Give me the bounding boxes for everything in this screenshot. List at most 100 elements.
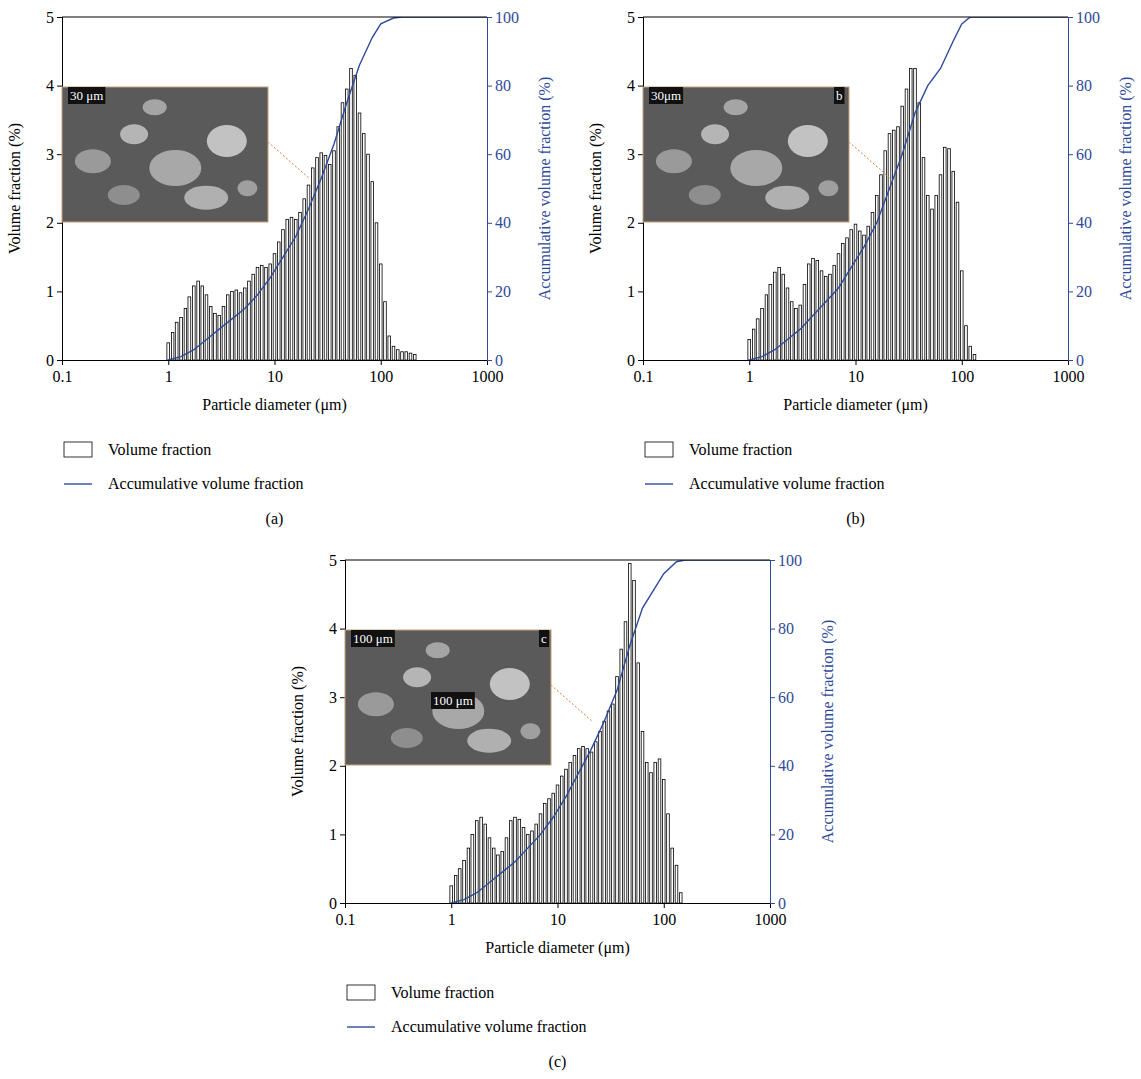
bar [637,663,640,903]
y2-axis-tick: 40 [1068,214,1092,231]
bar [231,291,234,360]
tick-label: 20 [778,826,794,843]
bar [628,563,631,903]
tick-label: 3 [627,146,635,163]
legend-label: Volume fraction [108,441,211,458]
plot-area [450,560,770,903]
inset-label: 30μm [651,88,681,103]
y2-axis-tick: 20 [1068,283,1092,300]
tick-label: 1 [46,283,54,300]
tick-mark [487,360,492,361]
bar [752,329,754,360]
bar [235,290,238,360]
bar [522,828,525,903]
bar [841,243,844,360]
x-axis-line [63,361,488,366]
inset-label-patch [68,87,105,104]
frame-top [62,17,487,18]
tick-mark [638,360,643,361]
tick-mark [1068,154,1073,155]
x-axis-title: Particle diameter (μm) [202,396,347,414]
bar [671,848,674,903]
y2-axis-tick: 0 [1068,352,1084,369]
x-axis-tick: 100 [369,360,393,385]
y2-axis-tick: 80 [1068,77,1092,94]
y-axis-tick: 2 [329,757,345,774]
tick-mark [749,360,750,365]
bar [454,876,456,903]
bar [603,721,606,903]
bar [556,785,559,903]
tick-mark [57,154,62,155]
tick-mark [638,291,643,292]
tick-label: 10 [550,911,566,928]
bar [401,352,404,360]
bar [405,352,408,360]
inset-particle [403,667,431,687]
bar [594,742,597,903]
tick-mark [1068,291,1073,292]
bar [345,89,348,360]
y2-axis-tick: 80 [487,77,511,94]
inset-particle [730,150,782,186]
bar [320,153,323,360]
y-axis-tick: 5 [329,552,345,569]
y-axis: 012345 [46,9,63,369]
tick-mark [168,360,169,365]
bar [782,274,785,360]
tick-mark [275,360,276,365]
tick-mark [856,360,857,365]
legend-swatch [645,442,673,457]
bar [458,869,461,903]
bar [501,852,504,903]
bar [973,355,976,360]
bar [939,175,942,360]
bar [337,127,340,360]
bar [167,343,170,360]
inset-particle [724,99,748,115]
x-axis-tick: 0.1 [53,360,73,385]
bar [362,134,365,360]
bar [509,821,512,903]
bar [180,317,183,360]
tick-label: 2 [627,214,635,231]
bar [620,649,623,903]
y-axis-title: Volume fraction (%) [289,666,307,797]
tick-label: 1000 [472,368,504,385]
y-axis-tick: 0 [329,895,345,912]
bar [222,306,225,360]
bar [645,762,648,903]
bar [761,309,764,360]
inset-particle [75,149,111,173]
tick-label: 1000 [1053,368,1085,385]
y-axis-tick: 1 [329,826,345,843]
bar [675,865,678,903]
inset-particle [765,186,809,210]
cumulative-line [451,560,770,903]
tick-label: 1 [165,368,173,385]
inset-particle [467,729,511,753]
x-axis-tick: 0.1 [634,360,654,385]
tick-label: 80 [495,77,511,94]
y-axis-tick: 2 [627,214,643,231]
tick-label: 0 [627,352,635,369]
inset-particle [143,99,167,115]
bar [748,339,751,360]
bar [214,313,217,360]
bar [539,814,542,903]
y-axis-tick: 3 [46,146,62,163]
bar [471,834,474,903]
bar [484,824,487,903]
x-axis-tick: 10 [267,360,283,385]
bar [497,855,500,903]
inset-label: b [836,88,843,103]
bar [829,274,832,360]
y2-axis-line [771,561,776,904]
inset-background [643,87,849,222]
tick-mark [770,766,775,767]
tick-label: 2 [329,757,337,774]
y2-axis-title: Accumulative volume fraction (%) [1117,77,1135,300]
y2-axis: 020406080100 [487,9,519,369]
tick-mark [340,766,345,767]
bar [586,749,589,903]
